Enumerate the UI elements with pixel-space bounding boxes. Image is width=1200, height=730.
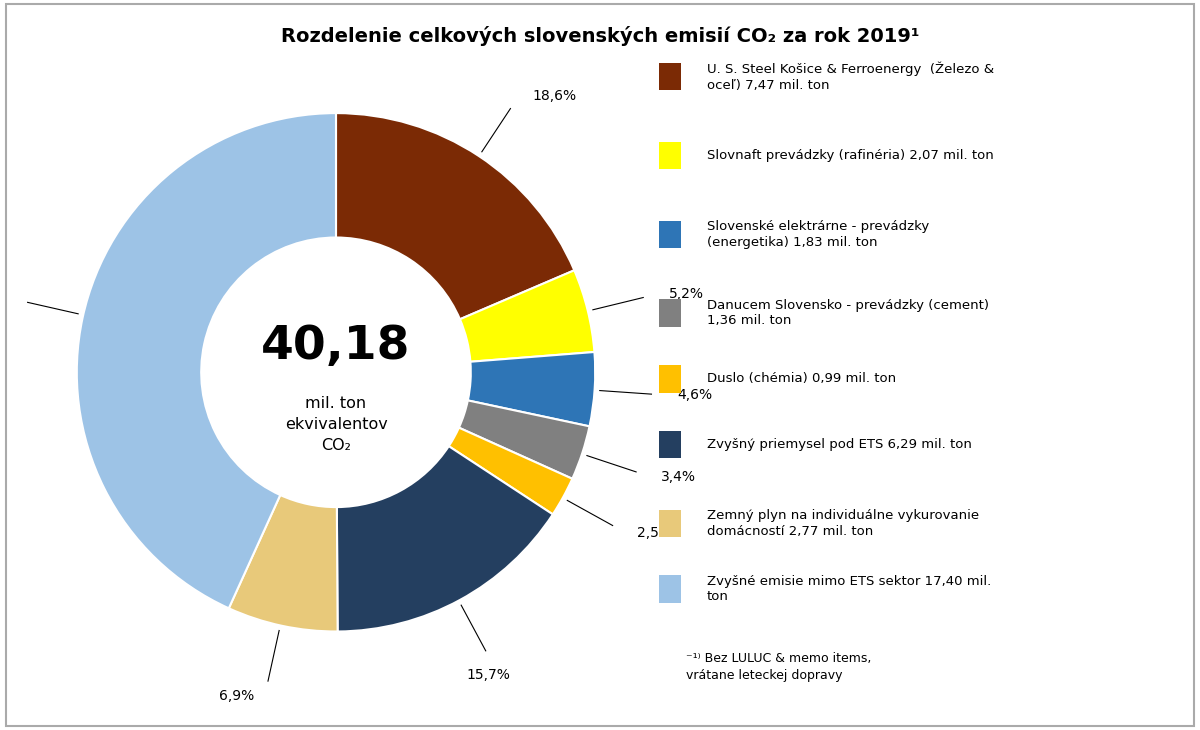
Text: Rozdelenie celkových slovenských emisií CO₂ za rok 2019¹: Rozdelenie celkových slovenských emisií … bbox=[281, 26, 919, 45]
Text: U. S. Steel Košice & Ferroenergy  (Železo &
oceľ) 7,47 mil. ton: U. S. Steel Košice & Ferroenergy (Železo… bbox=[707, 61, 994, 92]
Text: Slovenské elektrárne - prevádzky
(energetika) 1,83 mil. ton: Slovenské elektrárne - prevádzky (energe… bbox=[707, 220, 929, 249]
Bar bbox=[659, 510, 682, 537]
Bar bbox=[659, 220, 682, 248]
Text: Zvyšný priemysel pod ETS 6,29 mil. ton: Zvyšný priemysel pod ETS 6,29 mil. ton bbox=[707, 438, 972, 451]
Wedge shape bbox=[229, 495, 337, 631]
Text: 5,2%: 5,2% bbox=[668, 287, 703, 301]
Text: Slovnaft prevádzky (rafinéria) 2,07 mil. ton: Slovnaft prevádzky (rafinéria) 2,07 mil.… bbox=[707, 149, 994, 162]
Bar bbox=[659, 142, 682, 169]
Text: 3,4%: 3,4% bbox=[661, 470, 696, 484]
Text: 15,7%: 15,7% bbox=[466, 668, 510, 682]
Bar bbox=[659, 575, 682, 603]
Wedge shape bbox=[460, 270, 594, 362]
Wedge shape bbox=[458, 401, 589, 479]
Text: ⁻¹⁾ Bez LULUC & memo items,
vrátane leteckej dopravy: ⁻¹⁾ Bez LULUC & memo items, vrátane lete… bbox=[685, 651, 871, 682]
Text: 18,6%: 18,6% bbox=[532, 88, 576, 103]
Text: 2,5%: 2,5% bbox=[637, 526, 672, 540]
Wedge shape bbox=[336, 113, 575, 319]
Bar bbox=[659, 431, 682, 458]
Wedge shape bbox=[468, 352, 595, 426]
Wedge shape bbox=[77, 113, 336, 608]
Text: Zvyšné emisie mimo ETS sektor 17,40 mil.
ton: Zvyšné emisie mimo ETS sektor 17,40 mil.… bbox=[707, 575, 991, 604]
Bar bbox=[659, 63, 682, 91]
Bar bbox=[659, 299, 682, 327]
Wedge shape bbox=[337, 446, 553, 631]
Text: mil. ton
ekvivalentov
CO₂: mil. ton ekvivalentov CO₂ bbox=[284, 396, 388, 453]
Text: 40,18: 40,18 bbox=[262, 324, 410, 369]
Bar bbox=[659, 365, 682, 393]
Text: 6,9%: 6,9% bbox=[220, 689, 254, 703]
Wedge shape bbox=[449, 428, 572, 515]
Text: Duslo (chémia) 0,99 mil. ton: Duslo (chémia) 0,99 mil. ton bbox=[707, 372, 896, 385]
Text: Zemný plyn na individuálne vykurovanie
domácností 2,77 mil. ton: Zemný plyn na individuálne vykurovanie d… bbox=[707, 509, 979, 538]
Text: 4,6%: 4,6% bbox=[677, 388, 713, 402]
Text: Danucem Slovensko - prevádzky (cement)
1,36 mil. ton: Danucem Slovensko - prevádzky (cement) 1… bbox=[707, 299, 989, 328]
